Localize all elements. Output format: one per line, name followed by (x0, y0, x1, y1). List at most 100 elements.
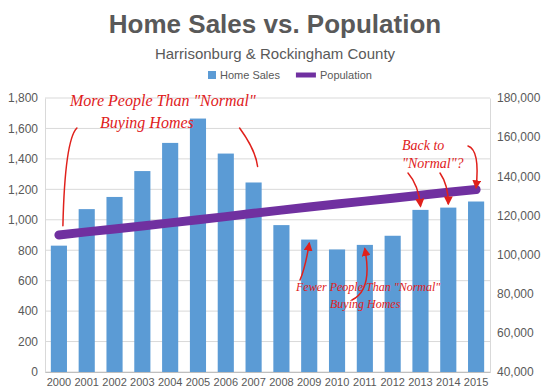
tick: 400 (18, 304, 45, 318)
tick-label: 2012 (380, 376, 404, 388)
y-axis: 0 200 400 600 800 1,000 1,200 1,400 1,600 1,800 (8, 91, 46, 379)
tick: 40,000 (490, 365, 534, 379)
tick-label: 2005 (186, 376, 210, 388)
tick-label: 2014 (436, 376, 460, 388)
tick: 1,400 (8, 152, 45, 166)
tick-label: 2009 (297, 376, 321, 388)
axis-line (46, 372, 491, 373)
tick-label: 1,400 (8, 152, 38, 166)
line (59, 190, 476, 235)
annotation-stroke (352, 249, 367, 300)
tick: 200 (18, 335, 45, 349)
tick-label: 1,600 (8, 122, 38, 136)
tick-label: 140,000 (497, 170, 541, 184)
tick: 2011 (353, 372, 377, 388)
tick-label: 1,000 (8, 213, 38, 227)
annotation-stroke (440, 173, 448, 204)
tick-label: 2013 (408, 376, 432, 388)
tick: 800 (18, 244, 45, 258)
plot-area (51, 119, 484, 372)
tick-label: 2007 (241, 376, 265, 388)
tick: 2001 (74, 372, 98, 388)
tick-label: 2011 (353, 376, 377, 388)
tick-label: 2006 (214, 376, 238, 388)
tick-label: 2002 (102, 376, 126, 388)
annotation-stroke (468, 146, 477, 188)
chart: Home Sales vs. Population Harrisonburg & … (0, 0, 550, 392)
bar (190, 119, 206, 372)
annotation-stroke (63, 128, 77, 226)
axis-line (490, 99, 491, 373)
annotations: More People Than "Normal" Buying Homes Few… (63, 92, 477, 311)
grid (45, 98, 490, 372)
bar (273, 225, 289, 372)
tick-label: 100,000 (497, 248, 541, 262)
tick: 2010 (325, 372, 349, 388)
tick: 1,000 (8, 213, 45, 227)
x-axis: 20002001 2002 2003 2004 2005 20062007 2008 2009… (46, 372, 491, 388)
legend-item: Population (296, 69, 372, 81)
legend-label: Home Sales (220, 69, 280, 81)
legend-swatch (296, 73, 316, 78)
bar (106, 197, 122, 372)
tick-label: 400 (18, 304, 38, 318)
tick: 180,000 (490, 91, 541, 105)
bar (134, 171, 150, 372)
tick: 2009 (297, 372, 321, 388)
tick-label: 180,000 (497, 91, 541, 105)
axis-line (45, 99, 46, 373)
tick: 80,000 (490, 287, 534, 301)
legend-label: Population (320, 69, 372, 81)
tick-label: 120,000 (497, 209, 541, 223)
tick: 2002 (102, 372, 126, 388)
tick: 1,600 (8, 122, 45, 136)
tick: 2013 (408, 372, 432, 388)
tick: 140,000 (490, 170, 541, 184)
y2-axis: 40,000 60,000 80,000 100,000 120,000 140,000 1… (490, 91, 541, 379)
legend-item: Home Sales (208, 69, 280, 81)
tick-label: 2003 (130, 376, 154, 388)
tick-label: 2008 (269, 376, 293, 388)
bar (440, 208, 456, 372)
tick: 2005 (186, 372, 210, 388)
tick-label: 2004 (158, 376, 182, 388)
tick: 2014 (436, 372, 460, 388)
tick-label: 60,000 (497, 326, 534, 340)
annotation: Buying Homes (100, 114, 194, 132)
legend-swatch (208, 71, 216, 79)
annotation: "Normal"? (402, 156, 464, 171)
annotation: Fewer People Than "Normal" (295, 280, 441, 294)
annotation: Buying Homes (330, 297, 401, 311)
tick-label: 160,000 (497, 130, 541, 144)
annotation-stroke (240, 128, 258, 166)
bar (468, 202, 484, 372)
tick: 1,200 (8, 183, 45, 197)
annotation: More People Than "Normal" (69, 92, 256, 110)
tick: 2007 (241, 372, 265, 388)
tick: 0 (31, 365, 45, 379)
tick-label: 200 (18, 335, 38, 349)
annotation: Back to (402, 138, 444, 153)
tick-label: 0 (31, 365, 38, 379)
tick: 1,800 (8, 91, 45, 105)
legend: Home Sales Population (208, 69, 372, 81)
tick: 2003 (130, 372, 154, 388)
tick-label: 80,000 (497, 287, 534, 301)
grid-line (45, 189, 490, 190)
subtitle: Harrisonburg & Rockingham County (155, 45, 396, 62)
tick: 2006 (214, 372, 238, 388)
tick-label: 600 (18, 274, 38, 288)
tick: 100,000 (490, 248, 541, 262)
tick: 2004 (158, 372, 182, 388)
tick-label: 1,200 (8, 183, 38, 197)
bar (301, 240, 317, 372)
annotation-stroke (408, 173, 420, 206)
tick: 60,000 (490, 326, 534, 340)
tick-label: 40,000 (497, 365, 534, 379)
annotation-stroke (300, 244, 309, 280)
tick: 2015 (464, 372, 488, 388)
bar (162, 143, 178, 372)
title: Home Sales vs. Population (109, 9, 441, 39)
tick: 600 (18, 274, 45, 288)
tick: 2000 (47, 372, 71, 388)
